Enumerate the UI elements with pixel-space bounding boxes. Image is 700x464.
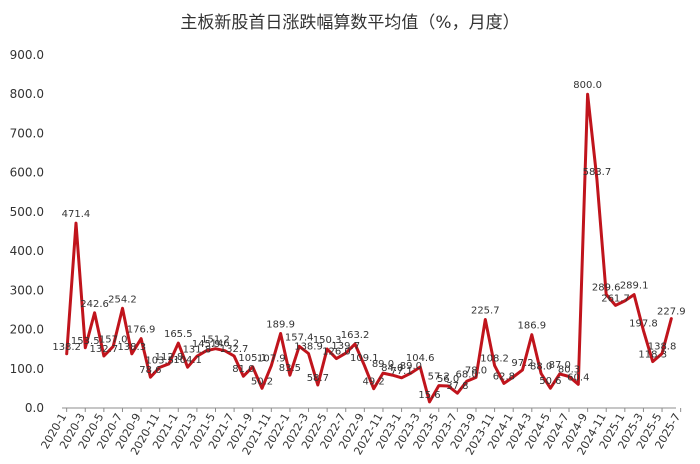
data-label: 254.2 bbox=[108, 294, 137, 305]
data-label: 50.2 bbox=[251, 376, 273, 387]
data-label: 186.9 bbox=[517, 321, 546, 332]
y-tick-label: 300.0 bbox=[10, 283, 44, 297]
data-label: 109.1 bbox=[350, 353, 379, 364]
data-label: 139.7 bbox=[331, 341, 360, 352]
data-label: 151.2 bbox=[201, 335, 230, 346]
data-label: 104.6 bbox=[406, 353, 435, 364]
data-label: 80.3 bbox=[558, 365, 580, 376]
data-label: 800.0 bbox=[573, 80, 602, 91]
data-label: 138.9 bbox=[294, 342, 323, 353]
data-label: 89.0 bbox=[400, 361, 422, 372]
data-label: 153.5 bbox=[71, 336, 100, 347]
data-label: 242.6 bbox=[80, 299, 109, 310]
data-label: 81.0 bbox=[232, 364, 254, 375]
data-label: 112.8 bbox=[155, 352, 184, 363]
series-line bbox=[65, 92, 673, 404]
data-label: 225.7 bbox=[471, 305, 500, 316]
data-label: 89.0 bbox=[372, 359, 394, 370]
y-tick-label: 900.0 bbox=[10, 48, 44, 62]
chart-title: 主板新股首日涨跌幅算数平均值（%，月度） bbox=[180, 13, 520, 33]
data-label: 37.8 bbox=[446, 381, 468, 392]
data-label: 126.0 bbox=[322, 347, 351, 358]
data-label: 583.7 bbox=[583, 167, 612, 178]
data-label: 58.7 bbox=[307, 373, 329, 384]
y-tick-label: 600.0 bbox=[10, 166, 44, 180]
data-label: 62.8 bbox=[493, 371, 515, 382]
data-label: 68.0 bbox=[456, 369, 478, 380]
data-label: 150.3 bbox=[313, 335, 342, 346]
data-label: 56.0 bbox=[437, 374, 459, 385]
data-label: 60.4 bbox=[567, 372, 589, 383]
data-label: 105.1 bbox=[238, 353, 267, 364]
data-label: 131.8 bbox=[183, 344, 212, 355]
data-label: 104.1 bbox=[173, 355, 202, 366]
y-tick-label: 0.0 bbox=[25, 401, 44, 415]
data-label: 165.5 bbox=[164, 329, 193, 340]
y-tick-label: 700.0 bbox=[10, 126, 44, 140]
data-label: 97.2 bbox=[511, 358, 533, 369]
data-label: 227.9 bbox=[657, 307, 686, 318]
y-tick-label: 500.0 bbox=[10, 205, 44, 219]
data-label: 83.5 bbox=[279, 363, 301, 374]
data-label: 138.2 bbox=[52, 342, 81, 353]
data-label: 138.3 bbox=[117, 342, 146, 353]
data-label: 87.0 bbox=[549, 360, 571, 371]
data-label: 78.0 bbox=[465, 365, 487, 376]
data-label: 78.6 bbox=[139, 365, 161, 376]
data-label: 145.9 bbox=[192, 339, 221, 350]
data-label: 289.6 bbox=[592, 282, 621, 293]
y-tick-label: 200.0 bbox=[10, 323, 44, 337]
data-label: 289.1 bbox=[620, 281, 649, 292]
data-label: 157.0 bbox=[99, 334, 128, 345]
data-label: 132.7 bbox=[220, 344, 249, 355]
data-label: 77.1 bbox=[390, 366, 412, 377]
y-tick-label: 100.0 bbox=[10, 362, 44, 376]
data-label: 176.9 bbox=[127, 325, 156, 336]
data-label: 103.5 bbox=[145, 355, 174, 366]
y-tick-label: 800.0 bbox=[10, 87, 44, 101]
data-label: 84.0 bbox=[381, 363, 403, 374]
data-label: 157.4 bbox=[285, 332, 314, 343]
data-label: 118.3 bbox=[638, 350, 667, 361]
data-label: 146.2 bbox=[210, 339, 239, 350]
data-label: 15.6 bbox=[418, 390, 440, 401]
data-label: 471.4 bbox=[62, 209, 91, 220]
data-label: 107.9 bbox=[257, 354, 286, 365]
data-label: 261.7 bbox=[601, 293, 630, 304]
data-label: 50.6 bbox=[539, 376, 561, 387]
data-label: 108.2 bbox=[480, 354, 509, 365]
data-label: 189.9 bbox=[266, 320, 295, 331]
data-label: 57.2 bbox=[428, 372, 450, 383]
data-label: 88.0 bbox=[530, 361, 552, 372]
y-tick-label: 400.0 bbox=[10, 244, 44, 258]
data-label: 132.7 bbox=[90, 344, 119, 355]
data-label: 197.8 bbox=[629, 318, 658, 329]
data-label: 138.8 bbox=[648, 342, 677, 353]
data-label: 49.2 bbox=[363, 377, 385, 388]
data-label: 163.2 bbox=[341, 330, 370, 341]
